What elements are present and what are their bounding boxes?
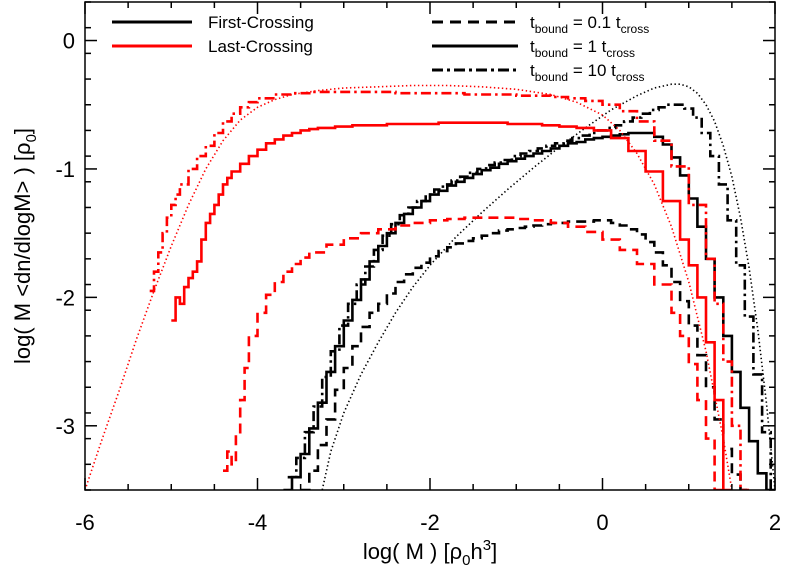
legend-first-crossing-label: First-Crossing: [208, 13, 314, 32]
legend-style: tbound = 0.1 tcross tbound = 1 tcross tb…: [432, 13, 649, 84]
y-tick-label: -1: [55, 157, 75, 182]
legend-tbound-10-label: tbound = 10 tcross: [530, 61, 645, 84]
y-tick-label: 0: [63, 29, 75, 54]
x-tick-label: 2: [769, 510, 781, 535]
series-layer: [85, 83, 775, 490]
x-tick-label: 0: [596, 510, 608, 535]
y-tick-label: -3: [55, 414, 75, 439]
legend-color: First-Crossing Last-Crossing: [112, 13, 314, 56]
ticks-layer: -6 -4 -2 0 2 -3 -2 -1 0: [55, 1, 781, 535]
plot-frame: [84, 1, 776, 491]
series-first-crossing-tbound-theory: [321, 83, 775, 490]
y-tick-label: -2: [55, 285, 75, 310]
series-first-crossing-tbound-1: [283, 131, 775, 490]
x-tick-label: -2: [420, 510, 440, 535]
series-last-crossing-tbound-0.1: [223, 216, 724, 490]
legend-tbound-0.1-label: tbound = 0.1 tcross: [530, 13, 649, 36]
x-tick-label: -4: [248, 510, 268, 535]
x-axis-title: log( M ) [ρ0h3]: [363, 537, 497, 569]
series-first-crossing-tbound-10: [287, 103, 775, 490]
legend-last-crossing-label: Last-Crossing: [208, 37, 313, 56]
y-axis-title: log( M <dn/dlogM> ) [ρ0]: [10, 128, 40, 364]
legend-tbound-1-label: tbound = 1 tcross: [530, 37, 635, 60]
series-last-crossing-tbound-10: [149, 90, 750, 490]
series-first-crossing-tbound-0.1: [300, 219, 750, 490]
series-last-crossing-tbound-theory: [85, 84, 733, 490]
series-last-crossing-tbound-1: [171, 121, 732, 490]
x-tick-label: -6: [75, 510, 95, 535]
